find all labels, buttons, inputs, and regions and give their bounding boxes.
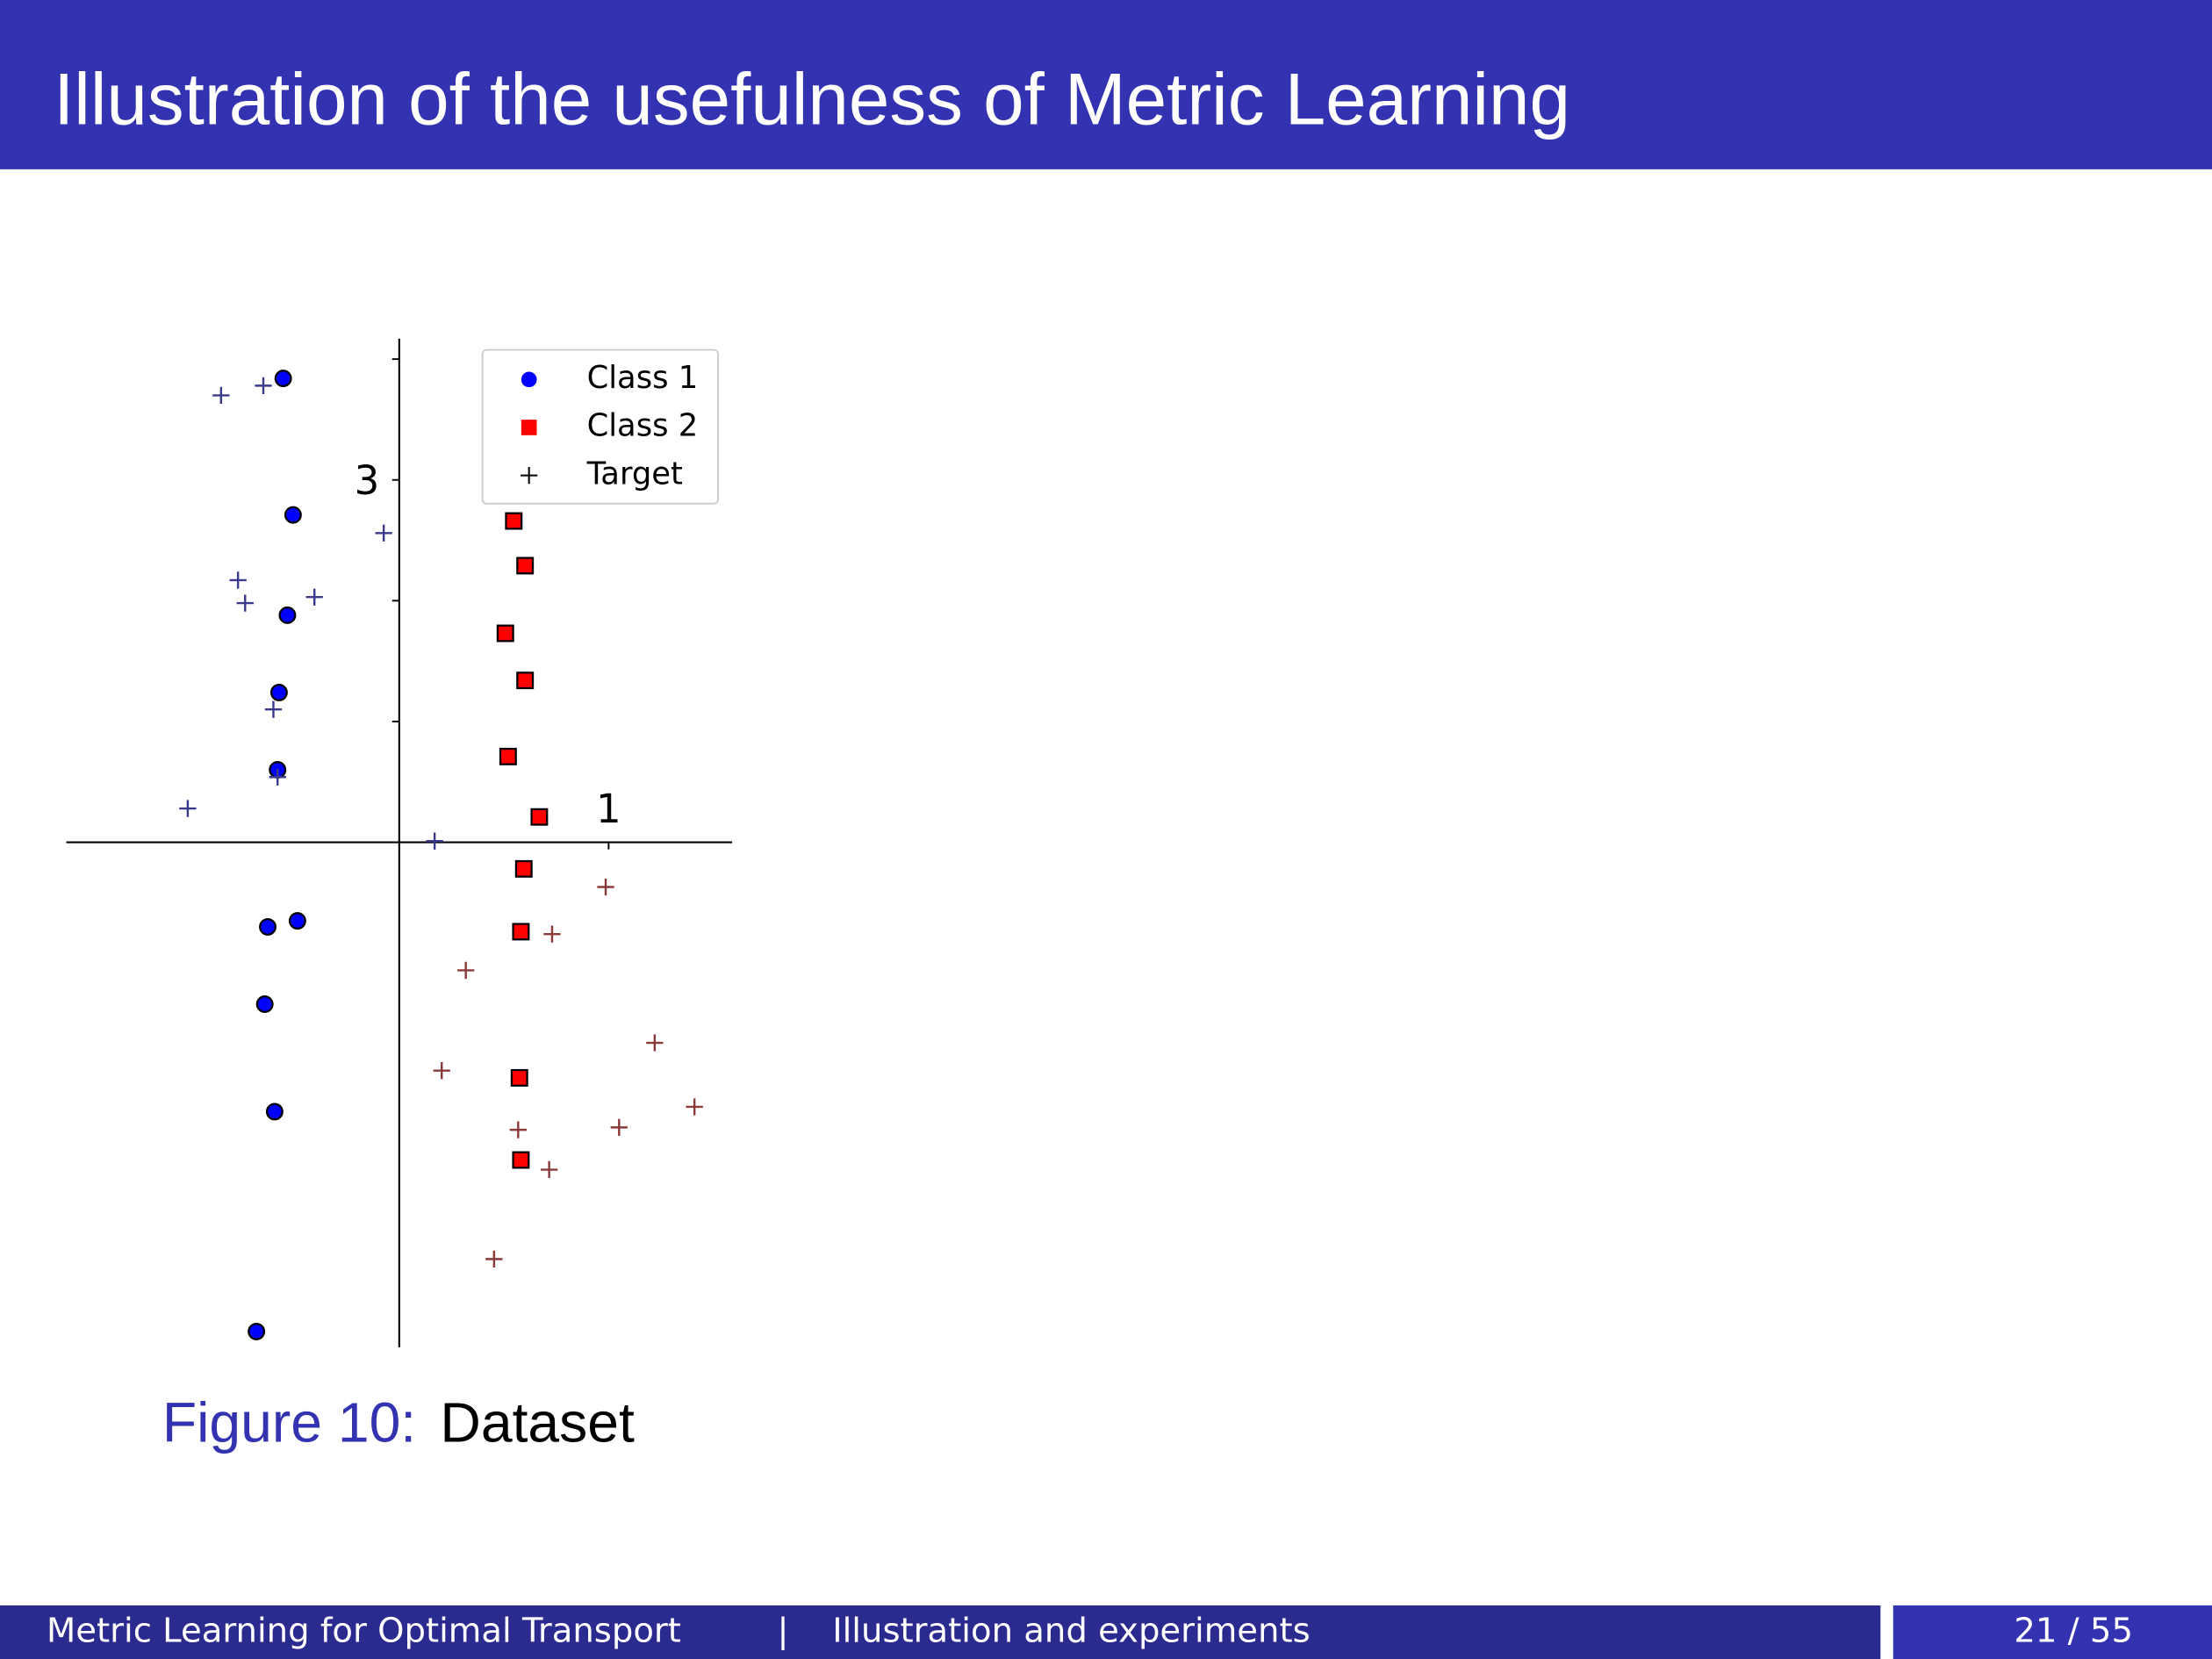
data-point — [505, 512, 523, 530]
data-point — [457, 961, 475, 980]
data-point — [686, 1098, 703, 1116]
data-point — [514, 859, 533, 878]
legend-marker — [521, 371, 537, 388]
footer-separator: | — [777, 1612, 788, 1651]
data-point — [265, 1102, 284, 1121]
legend-label: Class 1 — [587, 360, 699, 396]
legend-marker — [521, 466, 538, 485]
data-point — [269, 683, 288, 701]
data-point — [305, 588, 323, 606]
legend-label: Class 2 — [587, 408, 699, 444]
data-point — [248, 1322, 266, 1340]
data-point — [433, 1062, 450, 1080]
data-point — [512, 923, 530, 941]
data-point — [284, 506, 302, 524]
data-point — [236, 594, 254, 612]
data-point — [496, 624, 514, 643]
legend-marker — [521, 420, 537, 435]
legend-label: Target — [586, 456, 683, 492]
data-point — [269, 768, 286, 786]
data-point — [485, 1250, 503, 1268]
data-point — [646, 1034, 664, 1052]
data-point — [288, 912, 306, 930]
data-point — [499, 747, 517, 765]
x-tick-label: 1 — [596, 786, 621, 832]
legend-box — [481, 348, 720, 505]
footer-left-bar — [0, 1605, 1881, 1659]
data-point — [516, 557, 535, 575]
data-point — [274, 370, 292, 388]
header-bar — [0, 0, 2212, 169]
footer-page: 21 / 55 — [2014, 1612, 2133, 1651]
footer-section: Illustration and experiments — [832, 1612, 1310, 1651]
data-point — [610, 1118, 628, 1137]
data-point — [509, 1121, 527, 1138]
data-point — [510, 1068, 528, 1087]
scatter-plot: 3 1 Class 1 Class 2 Target — [66, 338, 733, 1347]
data-point — [540, 1160, 558, 1179]
data-point — [516, 672, 535, 690]
data-point — [597, 878, 614, 896]
data-point — [229, 571, 247, 589]
data-point — [264, 700, 283, 718]
footer-title: Metric Learning for Optimal Transport — [47, 1612, 681, 1651]
data-point — [543, 925, 561, 943]
data-point — [278, 606, 297, 624]
caption-text: Dataset — [440, 1391, 635, 1454]
data-point — [530, 808, 549, 826]
data-point — [212, 386, 230, 405]
data-point — [512, 1151, 530, 1169]
data-point — [179, 800, 197, 817]
y-tick-label: 3 — [355, 457, 380, 504]
data-point — [255, 995, 274, 1013]
footer-right-bar — [1892, 1605, 2212, 1659]
data-point — [426, 832, 443, 850]
slide-title: Illustration of the usefulness of Metric… — [54, 57, 1570, 140]
data-point — [259, 917, 276, 936]
data-point — [375, 524, 392, 542]
data-point — [255, 377, 272, 395]
caption-label: Figure 10: — [162, 1391, 416, 1454]
